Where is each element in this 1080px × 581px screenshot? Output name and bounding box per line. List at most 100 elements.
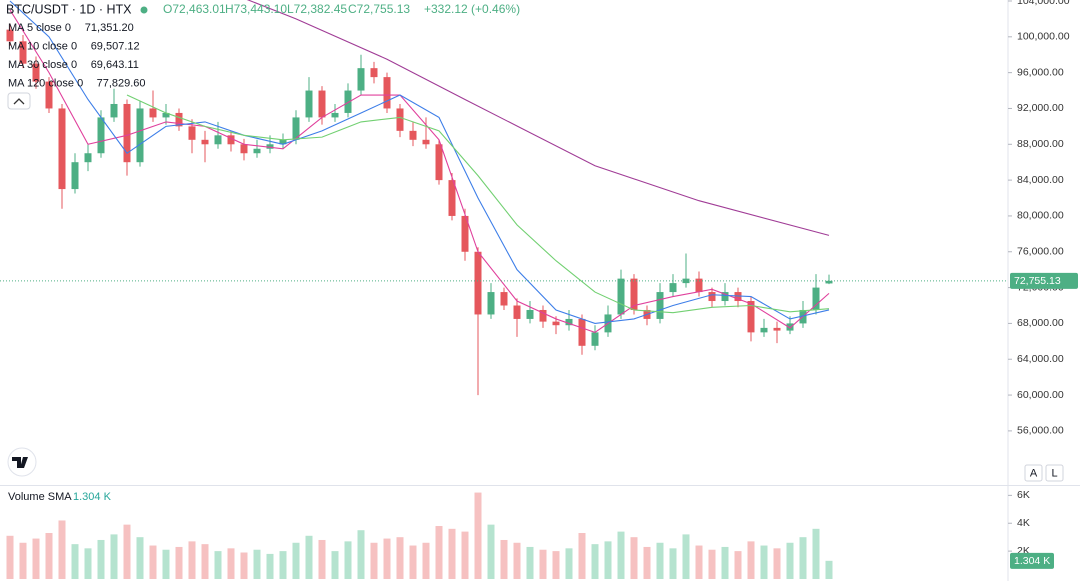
candle-body [58, 108, 66, 190]
volume-bar [435, 526, 443, 579]
candle-body [227, 135, 235, 145]
volume-bar [604, 541, 612, 579]
volume-bar [734, 551, 742, 579]
candle-body [578, 318, 586, 346]
volume-bar [578, 533, 586, 579]
volume-last-label: 1.304 K [1014, 555, 1050, 567]
candle-body [240, 144, 248, 154]
ohlc-low: L72,382.45 [287, 2, 347, 16]
candle-body [552, 321, 560, 326]
ma-line [9, 9, 830, 333]
ma-legend-name: MA 10 close 0 [8, 40, 77, 52]
volume-bar [32, 538, 40, 579]
volume-bar [474, 492, 482, 579]
candle-body [123, 103, 131, 163]
volume-bar [708, 549, 716, 579]
candle-body [565, 318, 573, 326]
volume-bar [747, 541, 755, 579]
collapse-button[interactable] [7, 92, 31, 110]
y-tick-label: 84,000.00 [1017, 174, 1064, 186]
auto-scale-button[interactable] [1024, 464, 1043, 482]
volume-bar [500, 539, 508, 579]
volume-bar [97, 539, 105, 579]
volume-bar [617, 531, 625, 579]
volume-bar [396, 537, 404, 579]
volume-bar [71, 544, 79, 579]
collapse-icon [13, 98, 25, 105]
y-tick-label: 104,000.00 [1017, 0, 1070, 7]
volume-bar [526, 546, 534, 579]
volume-bar [227, 548, 235, 579]
auto-scale-label: A [1030, 467, 1038, 479]
volume-bar [721, 546, 729, 579]
last-price-label: 72,755.13 [1014, 275, 1061, 287]
y-tick-label: 60,000.00 [1017, 389, 1064, 401]
volume-bar [123, 524, 131, 579]
log-scale-button[interactable] [1045, 464, 1064, 482]
candle-body [136, 108, 144, 163]
volume-pane [6, 492, 833, 579]
y-tick-label: 64,000.00 [1017, 353, 1064, 365]
candle-body [383, 77, 391, 109]
candle-body [370, 68, 378, 78]
ma-legend-name: MA 120 close 0 [8, 77, 83, 89]
volume-bar [630, 537, 638, 579]
candle-body [708, 292, 716, 302]
volume-bar [552, 551, 560, 579]
candle-body [279, 139, 287, 145]
last-price-box [1010, 272, 1078, 289]
volume-bar [669, 548, 677, 579]
candle-body [253, 148, 261, 154]
ohlc-high: H73,443.10 [225, 2, 287, 16]
y-tick-label: 88,000.00 [1017, 138, 1064, 150]
candle-body [331, 112, 339, 118]
volume-bar [461, 531, 469, 579]
candle-body [474, 251, 482, 315]
candle-body [500, 292, 508, 306]
volume-bar [409, 545, 417, 579]
y-tick-label: 96,000.00 [1017, 66, 1064, 78]
volume-bar [188, 541, 196, 579]
candle-body [201, 139, 209, 145]
candle-body [695, 278, 703, 293]
volume-bar [331, 551, 339, 579]
candle-body [617, 278, 625, 315]
volume-tick-label: 6K [1017, 489, 1030, 501]
volume-bar [591, 544, 599, 579]
candle-body [214, 135, 222, 145]
candle-body [84, 153, 92, 163]
candle-body [175, 112, 183, 127]
volume-bar [773, 548, 781, 579]
ma-line [246, 0, 830, 236]
candle-body [513, 305, 521, 319]
ma-line [9, 0, 830, 324]
volume-bar [357, 530, 365, 579]
volume-bar [201, 544, 209, 579]
volume-bar [214, 551, 222, 579]
candle-body [760, 327, 768, 333]
candle-body [591, 332, 599, 346]
price-axis: 56,000.0060,000.0064,000.0068,000.0072,0… [1008, 0, 1078, 569]
legend: BTC/USDT · 1D · HTX O72,463.01 H73,443.1… [6, 2, 520, 503]
volume-bar [84, 548, 92, 579]
volume-bar [695, 545, 703, 579]
volume-bar [344, 541, 352, 579]
volume-bar [643, 546, 651, 579]
status-dot [140, 6, 148, 14]
candle-body [734, 292, 742, 302]
ohlc-open: O72,463.01 [163, 2, 226, 16]
volume-bar [58, 520, 66, 579]
candle-body [526, 309, 534, 319]
y-tick-label: 68,000.00 [1017, 317, 1064, 329]
candle-body [461, 215, 469, 252]
candle-body [32, 63, 40, 82]
ma-legend-name: MA 30 close 0 [8, 59, 77, 71]
volume-bar [266, 553, 274, 579]
volume-bar [539, 549, 547, 579]
ma-legend-value: 69,643.11 [91, 59, 139, 71]
volume-bar [136, 537, 144, 579]
candle-body [149, 108, 157, 118]
candle-body [396, 108, 404, 131]
y-tick-label: 76,000.00 [1017, 246, 1064, 258]
